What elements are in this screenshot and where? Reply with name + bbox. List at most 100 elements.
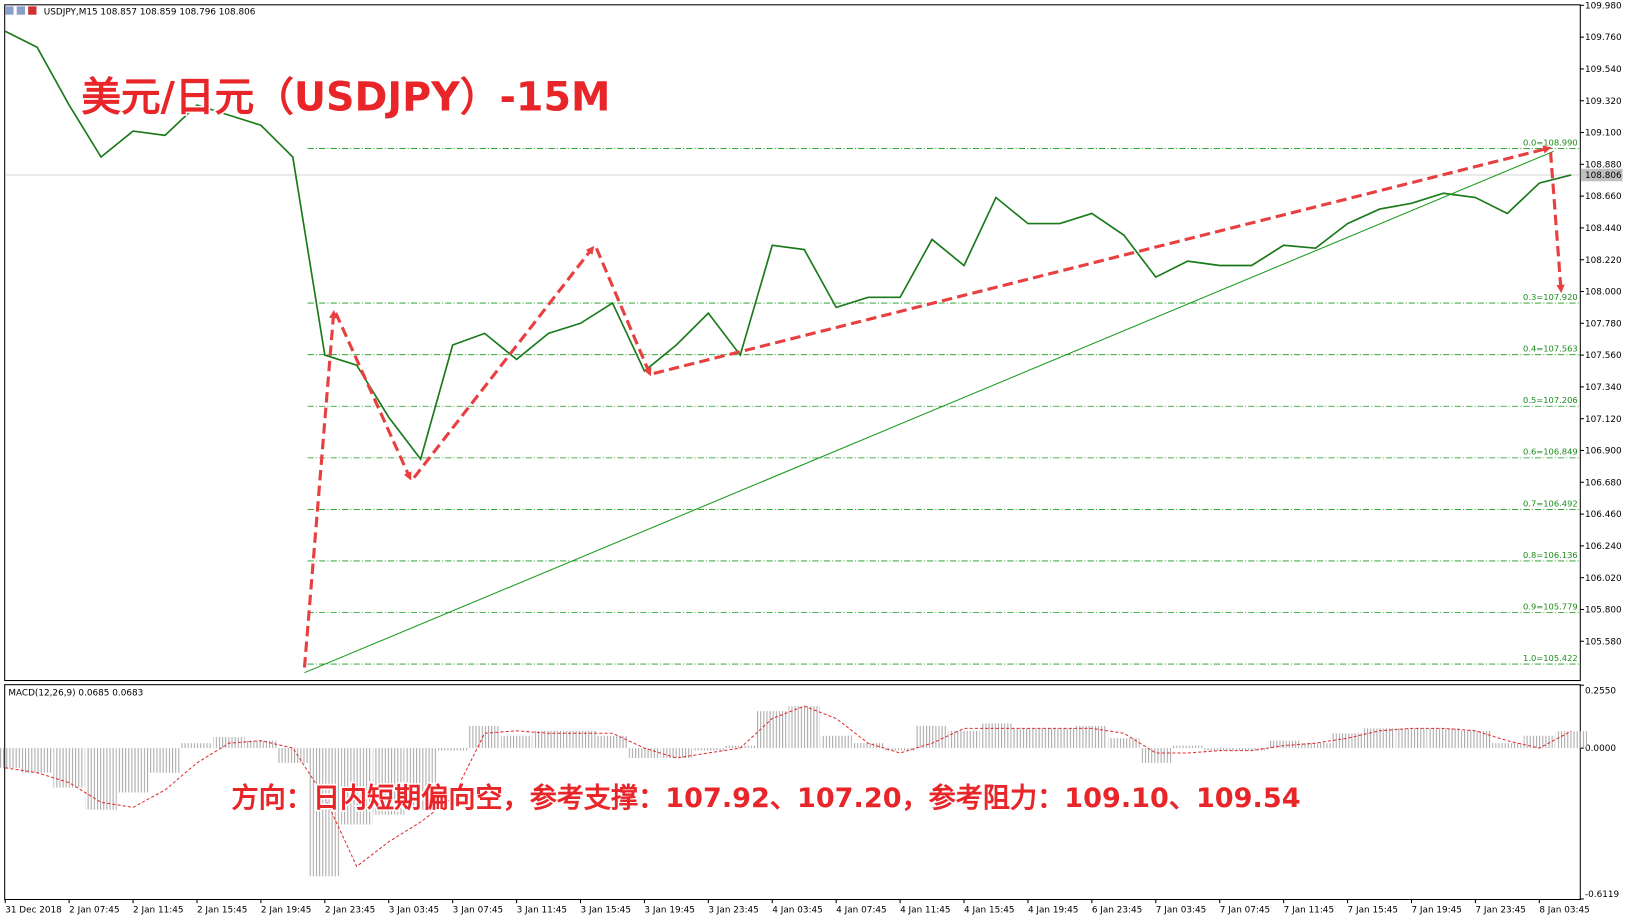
x-tick-label: 4 Jan 11:45 <box>900 906 950 916</box>
y-tick-label: 107.780 <box>1585 319 1622 329</box>
y-tick-label: 108.220 <box>1585 256 1622 266</box>
macd-histogram-bar <box>21 748 53 773</box>
y-tick-label: 0.2550 <box>1585 687 1616 697</box>
x-tick-label: 3 Jan 15:45 <box>581 906 631 916</box>
macd-histogram-bar <box>884 748 916 751</box>
fib-label: 0.0=108.990 <box>1523 137 1578 147</box>
x-tick-label: 4 Jan 19:45 <box>1028 906 1078 916</box>
last-price-box <box>1580 168 1623 182</box>
y-tick-label: 0.0000 <box>1585 744 1616 754</box>
y-tick-label: -0.6119 <box>1585 890 1620 900</box>
macd-histogram-bar <box>692 748 724 751</box>
price-pane <box>4 4 1581 682</box>
macd-histogram-bar <box>277 748 309 763</box>
macd-histogram-bar <box>788 706 820 749</box>
trend-line <box>304 150 1554 674</box>
macd-histogram-bar <box>1427 728 1460 749</box>
y-tick-label: 106.460 <box>1585 510 1622 520</box>
macd-histogram-bar <box>1267 740 1300 749</box>
macd-histogram-bar <box>341 748 373 825</box>
x-tick-label: 4 Jan 15:45 <box>964 906 1014 916</box>
macd-histogram-bar <box>373 748 405 815</box>
x-tick-label: 2 Jan 19:45 <box>261 906 311 916</box>
x-tick-label: 3 Jan 03:45 <box>389 906 439 916</box>
macd-pane <box>4 684 1581 901</box>
macd-histogram-bar <box>1555 731 1587 749</box>
x-tick-label: 2 Jan 23:45 <box>325 906 375 916</box>
macd-histogram-bar <box>1140 748 1172 763</box>
macd-histogram-bar <box>0 748 21 768</box>
macd-histogram-bar <box>1172 745 1204 749</box>
arrow <box>1549 152 1565 294</box>
macd-histogram-bar <box>53 748 85 788</box>
macd-histogram-bar <box>1076 725 1108 749</box>
x-tick-label: 4 Jan 07:45 <box>836 906 886 916</box>
fib-label: 0.8=106.136 <box>1523 550 1578 560</box>
macd-histogram-bar <box>245 740 277 749</box>
fib-label: 0.5=107.206 <box>1523 395 1578 405</box>
x-tick-label: 7 Jan 11:45 <box>1284 906 1334 916</box>
macd-histogram-bar <box>468 725 501 749</box>
window-icon <box>5 6 14 15</box>
window-icon <box>28 6 37 15</box>
fib-label: 0.3=107.920 <box>1523 292 1578 302</box>
y-tick-label: 106.240 <box>1585 542 1622 552</box>
y-tick-label: 109.760 <box>1585 33 1622 43</box>
macd-histogram-bar <box>756 711 788 749</box>
x-tick-label: 2 Jan 07:45 <box>69 906 119 916</box>
arrow <box>334 312 412 481</box>
macd-histogram-bar <box>980 723 1012 749</box>
macd-histogram-bar <box>309 748 341 877</box>
window-icon <box>16 6 26 15</box>
macd-histogram-bar <box>1044 728 1076 749</box>
x-tick-label: 2 Jan 15:45 <box>197 906 247 916</box>
y-tick-label: 107.560 <box>1585 351 1622 361</box>
macd-histogram-bar <box>1108 738 1140 749</box>
price-line <box>4 30 1572 461</box>
fib-label: 1.0=105.422 <box>1523 653 1578 663</box>
macd-histogram-bar <box>181 743 213 749</box>
macd-histogram-bar <box>85 748 117 810</box>
annotation-arrows <box>302 145 1565 668</box>
y-tick-label: 109.320 <box>1585 97 1622 107</box>
y-tick-label: 108.660 <box>1585 192 1622 202</box>
macd-histogram-bar <box>405 748 437 810</box>
y-tick-label: 108.440 <box>1585 224 1622 234</box>
macd-histogram-bar <box>149 748 181 773</box>
arrow <box>412 245 595 479</box>
x-tick-label: 3 Jan 19:45 <box>644 906 694 916</box>
x-tick-label: 6 Jan 23:45 <box>1092 906 1142 916</box>
x-tick-label: 7 Jan 19:45 <box>1411 906 1461 916</box>
y-tick-label: 106.680 <box>1585 478 1622 488</box>
chart-title: 美元/日元（USDJPY）-15M <box>81 75 610 121</box>
arrow <box>595 247 652 377</box>
macd-histogram-bar <box>1299 743 1332 749</box>
arrow <box>653 145 1552 375</box>
last-price-label: 108.806 <box>1585 171 1622 181</box>
x-tick-label: 2 Jan 11:45 <box>133 906 183 916</box>
macd-histogram-bar <box>1204 748 1236 751</box>
macd-histogram-bar <box>532 730 565 749</box>
macd-histogram-bar <box>1395 728 1428 749</box>
x-tick-label: 3 Jan 11:45 <box>517 906 567 916</box>
x-tick-label: 7 Jan 15:45 <box>1348 906 1398 916</box>
arrow <box>302 309 338 668</box>
macd-histogram-bar <box>437 748 469 751</box>
macd-histogram-bar <box>948 730 980 749</box>
macd-histogram-bar <box>724 745 756 749</box>
macd-histogram-bar <box>1012 728 1044 749</box>
x-tick-label: 7 Jan 07:45 <box>1220 906 1270 916</box>
x-tick-label: 8 Jan 03:45 <box>1539 906 1589 916</box>
macd-histogram-bar <box>1491 743 1523 749</box>
y-tick-label: 109.980 <box>1585 1 1622 11</box>
x-tick-label: 7 Jan 03:45 <box>1156 906 1206 916</box>
fib-label: 0.6=106.849 <box>1523 447 1578 457</box>
y-tick-label: 106.900 <box>1585 447 1622 457</box>
y-tick-label: 105.580 <box>1585 637 1622 647</box>
macd-histogram-bar <box>117 748 149 793</box>
macd-histogram-bar <box>1363 728 1396 749</box>
chart-header: USDJPY,M15 108.857 108.859 108.796 108.8… <box>44 8 256 18</box>
